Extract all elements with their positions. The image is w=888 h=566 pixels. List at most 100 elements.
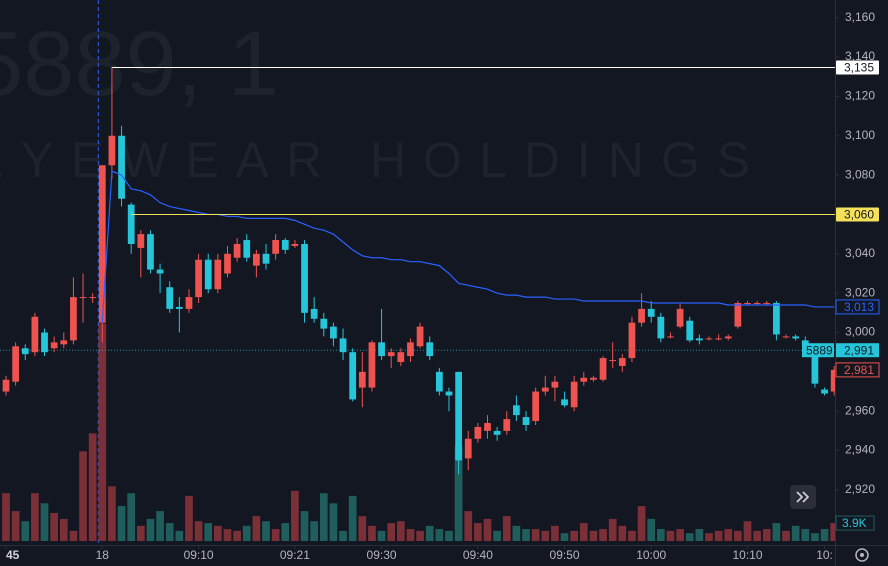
candle-body <box>156 269 164 274</box>
candle-body <box>41 332 48 353</box>
volume-bar <box>599 529 607 541</box>
volume-bar <box>637 506 646 541</box>
volume-bar <box>762 529 771 541</box>
price-level-tag <box>836 60 879 75</box>
volume-bar <box>406 529 415 541</box>
candle-body <box>416 326 424 347</box>
candle-body <box>493 430 501 435</box>
candle-body <box>70 297 77 341</box>
candle-body <box>108 135 116 166</box>
volume-bar <box>695 529 704 541</box>
volume-bar <box>185 495 193 541</box>
vwap-tag <box>835 299 880 315</box>
volume-bar <box>31 493 39 541</box>
candle-body <box>21 348 29 355</box>
axes: 2,9202,9402,9602,9803,0003,0203,0403,060… <box>5 10 880 562</box>
y-tick-label: 2,960 <box>845 403 875 417</box>
candle-body <box>705 338 713 340</box>
candle-body <box>667 336 674 338</box>
candle-body <box>580 377 588 382</box>
candle-body <box>127 204 135 244</box>
volume-bar <box>512 525 521 541</box>
candle-body <box>638 308 645 323</box>
volume-bar <box>647 518 656 541</box>
candle-body <box>12 346 20 382</box>
candle-body <box>50 342 58 349</box>
volume-bar <box>435 529 444 541</box>
candle-body <box>358 371 366 388</box>
candle-body <box>821 389 828 394</box>
candle-body <box>253 253 260 266</box>
volume-bar <box>59 518 68 541</box>
candle-body <box>281 240 289 250</box>
candle-body <box>464 438 472 459</box>
candle-body <box>532 391 540 422</box>
x-tick-label: 18 <box>96 548 110 562</box>
volume-bar <box>493 530 501 541</box>
volume-bar <box>79 451 87 541</box>
settings-icon[interactable] <box>855 548 869 562</box>
y-tick-label: 3,100 <box>845 128 875 142</box>
candle-body <box>185 297 193 309</box>
x-tick-label: 09:50 <box>550 548 580 562</box>
candle-body <box>397 352 405 363</box>
scroll-button[interactable] <box>790 485 816 509</box>
candle-body <box>455 371 462 461</box>
reference-tag <box>836 343 879 358</box>
volume-bar <box>753 530 761 541</box>
volume-bar <box>310 521 319 541</box>
candle-body <box>60 340 68 345</box>
volume-bar <box>223 529 232 541</box>
volume-bar <box>734 530 742 541</box>
vwap-tag-label: 3,013 <box>844 300 874 314</box>
candle-body <box>715 338 722 340</box>
candle-body <box>166 287 174 309</box>
candle-body <box>262 253 270 264</box>
volume-bar <box>40 503 49 541</box>
candle-body <box>330 326 337 339</box>
candle-body <box>175 306 183 309</box>
plot <box>0 0 835 545</box>
last-price-label: 2,981 <box>844 363 874 377</box>
volume-bar <box>820 529 829 541</box>
settings-button[interactable] <box>855 548 869 562</box>
candle-body <box>513 405 520 416</box>
x-tick-label: 10: <box>816 548 833 562</box>
volume-bar <box>214 525 222 541</box>
volume-bar <box>445 530 453 541</box>
candle-body <box>647 308 655 317</box>
candle-body <box>195 259 202 298</box>
volume-bar <box>319 493 328 541</box>
volume-bar <box>165 523 174 541</box>
candle-body <box>204 259 212 290</box>
volume-bar <box>175 530 184 541</box>
volume-bar <box>204 523 213 541</box>
volume-tag-label: 3.9K <box>842 516 867 530</box>
price-level-label: 3,135 <box>844 61 874 75</box>
candle-body <box>695 338 703 341</box>
candle-body <box>773 302 780 335</box>
vwap-line <box>101 170 835 323</box>
x-tick-label: 45 <box>6 548 20 562</box>
volume-bar <box>425 525 434 541</box>
reference-tag-label: 2,991 <box>844 343 874 357</box>
candle-body <box>31 316 39 353</box>
y-tick-label: 3,020 <box>845 285 875 299</box>
candle-body <box>561 399 568 406</box>
volume-bar <box>291 490 299 541</box>
candle-body <box>570 381 578 408</box>
volume-bar <box>11 511 20 541</box>
volume-bar <box>830 523 835 541</box>
price-level-label: 3,060 <box>844 208 874 222</box>
candle-body <box>98 165 106 323</box>
volume-bar <box>117 506 126 541</box>
candle-body <box>301 243 308 313</box>
candle-body <box>811 352 819 384</box>
volume-bar <box>2 493 10 541</box>
volume-bar <box>685 533 694 541</box>
volume-tag <box>835 515 875 531</box>
candle-body <box>368 342 376 388</box>
x-tick-label: 10:00 <box>636 548 666 562</box>
candle-body <box>320 318 328 329</box>
